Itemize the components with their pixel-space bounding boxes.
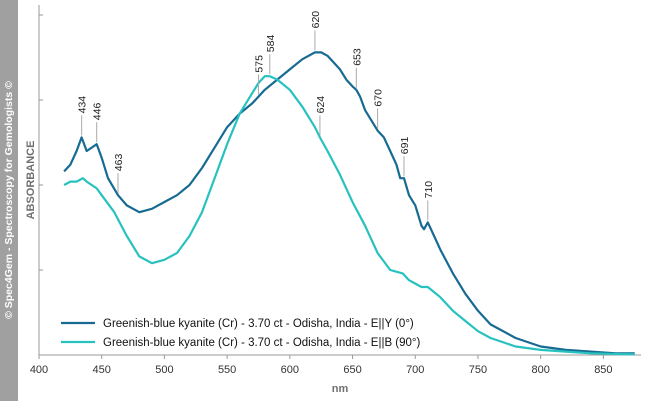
series-line-2	[63, 75, 635, 356]
series-line-1	[63, 51, 635, 355]
x-tick-label: 550	[218, 364, 236, 376]
peak-label-434: 434	[77, 96, 89, 114]
peak-label-691: 691	[399, 137, 411, 155]
peak-label-653: 653	[351, 48, 363, 66]
spectra-series	[63, 51, 635, 356]
peak-label-624: 624	[315, 96, 327, 114]
legend-label-1: Greenish-blue kyanite (Cr) - 3.70 ct - O…	[103, 318, 414, 330]
peak-label-575: 575	[253, 55, 265, 73]
x-axis-title: nm	[332, 383, 349, 395]
peak-label-620: 620	[310, 11, 322, 29]
x-tick-label: 700	[406, 364, 424, 376]
chart-axes: 400 450 500 550 600 650 700 750 800 850	[30, 5, 641, 376]
x-tick-label: 800	[531, 364, 549, 376]
peak-label-584: 584	[265, 35, 277, 53]
peak-label-463: 463	[113, 154, 125, 172]
legend-label-2: Greenish-blue kyanite (Cr) - 3.70 ct - O…	[103, 337, 421, 349]
copyright-sidebar: © Spec4Gem - Spectroscopy for Gemologist…	[0, 0, 18, 401]
x-tick-label: 450	[93, 364, 111, 376]
chart-legend: Greenish-blue kyanite (Cr) - 3.70 ct - O…	[61, 318, 421, 349]
peak-label-710: 710	[423, 181, 435, 199]
peak-label-446: 446	[92, 103, 104, 121]
x-tick-label: 600	[281, 364, 299, 376]
x-tick-label: 650	[343, 364, 361, 376]
x-tick-label: 400	[30, 364, 48, 376]
x-tick-label: 850	[594, 364, 612, 376]
y-axis-title: ABSORBANCE	[25, 141, 37, 220]
x-tick-label: 500	[155, 364, 173, 376]
peak-label-670: 670	[373, 89, 385, 107]
x-tick-label: 750	[469, 364, 487, 376]
peak-annotations: 434 446 463 575 620 653 670 691 710 584 624	[77, 11, 435, 221]
